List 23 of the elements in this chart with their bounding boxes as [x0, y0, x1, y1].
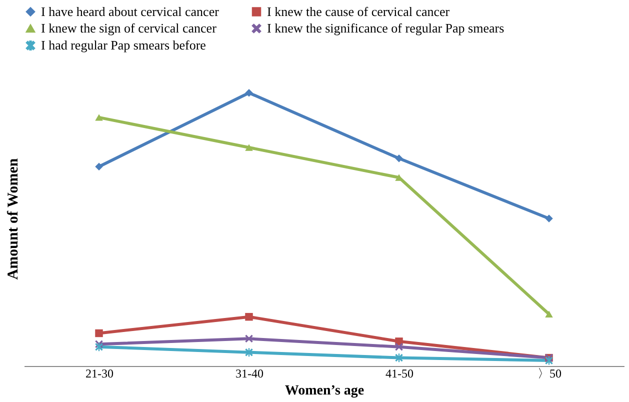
- point: [545, 214, 553, 222]
- point: [395, 154, 403, 162]
- x-tick-label: 41-50: [386, 366, 414, 380]
- point: [545, 356, 553, 365]
- point: [95, 342, 103, 352]
- point: [95, 162, 103, 170]
- x-tick-label: 〉50: [538, 366, 562, 380]
- legend-label: I knew the cause of cervical cancer: [267, 4, 450, 19]
- point: [95, 114, 103, 121]
- y-axis-title: Amount of Women: [6, 158, 22, 280]
- legend-label: I knew the significance of regular Pap smears: [267, 20, 504, 36]
- legend-label: I knew the sign of cervical cancer: [41, 20, 218, 36]
- legend-label: I had regular Pap smears before: [41, 38, 206, 52]
- x-tick-label: 31-40: [236, 366, 264, 380]
- point: [95, 329, 103, 338]
- legend-label: I have heard about cervical cancer: [41, 4, 220, 19]
- point: [245, 144, 253, 151]
- point: [545, 310, 553, 318]
- point: [245, 312, 253, 321]
- point: [245, 88, 253, 97]
- point: [395, 343, 403, 351]
- x-axis-title: Women’s age: [284, 384, 364, 398]
- x-tick-label: 21-30: [86, 366, 114, 380]
